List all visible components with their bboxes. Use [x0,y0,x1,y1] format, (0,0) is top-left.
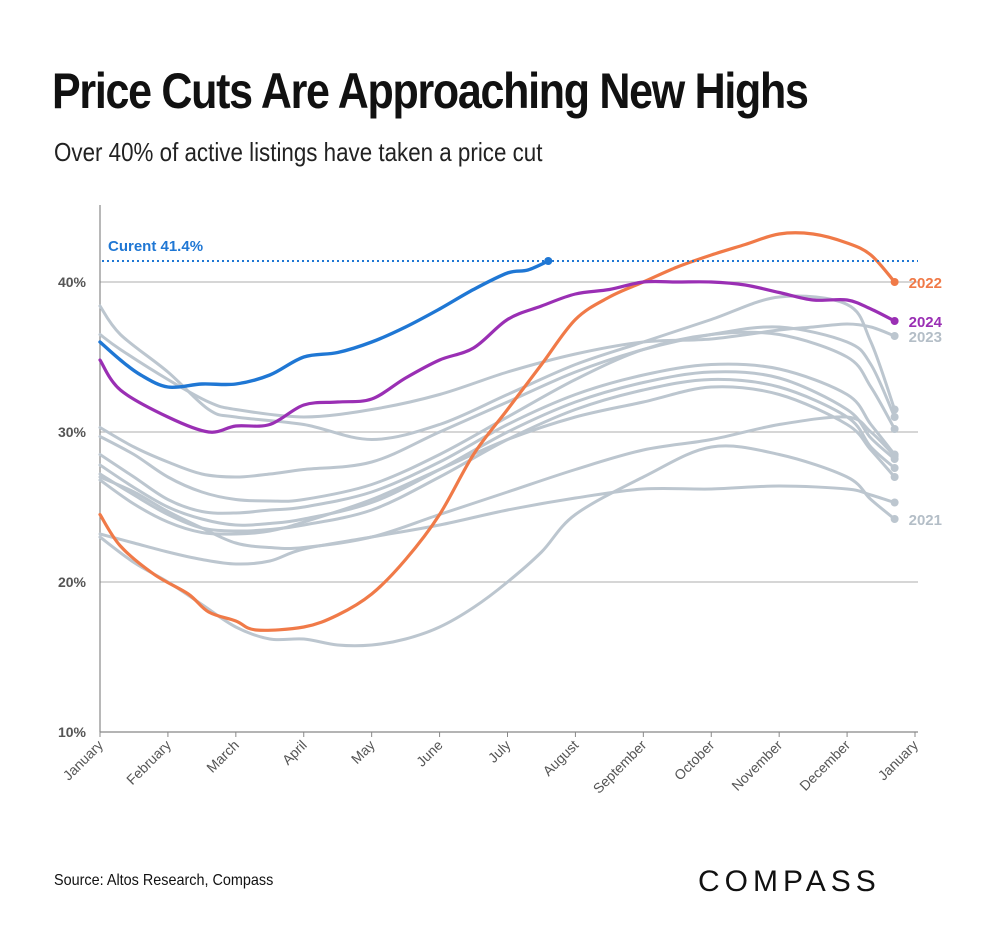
series-line-other-d [98,362,897,515]
y-tick-label: 40% [58,274,87,290]
compass-logo-text: COMPASS [698,865,881,898]
x-tick-label: January [875,737,922,784]
series-line-2022 [98,231,897,632]
y-tick-label: 10% [58,724,87,740]
x-tick-label: February [123,737,174,788]
series-end-dot-other-h [890,452,899,460]
chart-title: Price Cuts Are Approaching New Highs [52,63,809,119]
series-line-other-f [98,377,897,533]
compass-logo: COMPASS [698,865,881,898]
series-end-dot-other-b [890,413,899,421]
series-line-other-a [98,294,897,441]
series-line-Current [98,259,550,390]
series-end-dot-other-f [890,464,899,472]
x-tick-label: December [796,737,853,794]
y-tick-label: 20% [58,574,87,590]
x-tick-label: June [413,737,446,770]
series-end-dot-other-c [890,425,899,433]
x-tick-label: March [203,737,242,776]
series-label-2024: 2024 [909,314,943,331]
chart-subtitle: Over 40% of active listings have taken a… [54,137,543,167]
series-line-2024 [98,279,897,434]
series-end-dot-2023 [890,332,899,340]
x-tick-label: July [485,737,514,766]
series-end-dot-other-i [890,498,899,507]
x-tick-label: August [539,737,581,779]
series-label-2023: 2023 [909,329,942,346]
series-end-dot-2024 [890,317,899,325]
series-line-other-g [98,385,897,536]
x-tick-label: September [590,737,650,797]
x-tick-label: April [279,737,310,768]
series-label-2022: 2022 [909,275,942,292]
series-line-other-h [98,415,897,551]
series-line-other-c [98,330,897,503]
series-label-2021: 2021 [909,512,942,529]
x-tick-label: October [671,737,718,784]
x-tick-label: January [60,737,107,784]
x-tick-label: November [728,737,785,794]
series-line-other-i [98,484,897,566]
x-tick-label: May [348,737,378,767]
series-line-2023 [98,322,897,419]
source-note: Source: Altos Research, Compass [54,872,274,889]
current-reference-label: Curent 41.4% [108,238,203,255]
y-tick-label: 30% [58,424,87,440]
series-end-dot-2021 [890,515,899,523]
series-end-dot-2022 [890,278,899,286]
series-end-dot-other-g [890,473,899,481]
